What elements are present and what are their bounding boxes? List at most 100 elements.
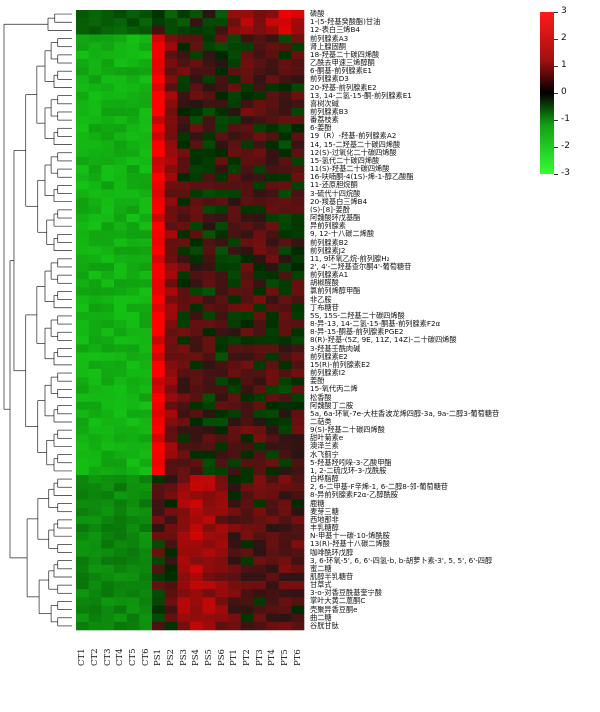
heatmap-cell xyxy=(152,181,165,190)
heatmap-cell xyxy=(76,303,89,313)
heatmap-cell xyxy=(202,189,216,198)
heatmap-cell xyxy=(139,515,153,525)
heatmap-cell xyxy=(291,34,305,43)
heatmap-cell xyxy=(101,311,115,321)
heatmap-cell xyxy=(240,377,254,386)
row-label: 掌叶大黄二蒽酮C xyxy=(310,596,366,606)
heatmap-cell xyxy=(291,311,305,321)
heatmap-cell xyxy=(177,165,191,174)
heatmap-cell xyxy=(202,442,216,451)
heatmap-cell xyxy=(190,42,203,52)
heatmap-cell xyxy=(278,262,292,272)
heatmap-cell xyxy=(291,499,305,508)
heatmap-cell xyxy=(114,26,127,35)
heatmap-cell xyxy=(152,10,165,19)
heatmap-cell xyxy=(190,173,203,182)
heatmap-cell xyxy=(215,107,229,117)
heatmap-cell xyxy=(228,621,241,631)
heatmap-cell xyxy=(139,42,153,52)
heatmap-cell xyxy=(76,344,89,353)
heatmap-cell xyxy=(101,344,115,353)
heatmap-cell xyxy=(240,165,254,174)
heatmap-cell xyxy=(164,189,178,198)
heatmap-cell xyxy=(291,181,305,190)
heatmap-cell xyxy=(114,165,127,174)
row-label: 8-异前列腺素F2α-乙醇酰胺 xyxy=(310,490,398,500)
heatmap-cell xyxy=(253,189,267,198)
heatmap-cell xyxy=(114,564,127,574)
heatmap-cell xyxy=(291,197,305,207)
heatmap-cell xyxy=(164,91,178,101)
heatmap-cell xyxy=(240,328,254,337)
heatmap-cell xyxy=(278,140,292,149)
heatmap-cell xyxy=(240,581,254,590)
heatmap-cell xyxy=(76,507,89,517)
heatmap-cell xyxy=(126,107,140,117)
heatmap-cell xyxy=(101,621,115,631)
heatmap-cell xyxy=(202,197,216,207)
heatmap-cell xyxy=(101,173,115,182)
heatmap-cell xyxy=(126,271,140,280)
heatmap-cell xyxy=(190,589,203,598)
heatmap-cell xyxy=(228,262,241,272)
heatmap-cell xyxy=(139,483,153,492)
heatmap-cell xyxy=(164,499,178,508)
heatmap-cell xyxy=(164,50,178,60)
heatmap-cell xyxy=(228,581,241,590)
heatmap-cell xyxy=(228,58,241,68)
heatmap-cell xyxy=(291,540,305,549)
heatmap-cell xyxy=(278,515,292,525)
heatmap-cell xyxy=(240,434,254,443)
legend-tick-label: -3 xyxy=(561,168,570,178)
row-label: 番荔枝素 xyxy=(310,115,339,125)
heatmap-cell xyxy=(253,295,267,304)
heatmap-cell xyxy=(164,475,178,484)
heatmap-cell xyxy=(88,589,102,598)
heatmap-cell xyxy=(177,10,191,19)
heatmap-cell xyxy=(88,450,102,459)
heatmap-cell xyxy=(164,377,178,386)
heatmap-cell xyxy=(202,540,216,549)
heatmap-cell xyxy=(126,10,140,19)
heatmap-cell xyxy=(76,491,89,500)
heatmap-cell xyxy=(126,434,140,443)
heatmap-cell xyxy=(266,279,279,288)
heatmap-cell xyxy=(139,271,153,280)
heatmap-cell xyxy=(266,58,279,68)
row-label: 9(S)-羟基二十碳四烯酸 xyxy=(310,425,385,435)
heatmap-cell xyxy=(177,532,191,541)
heatmap-cell xyxy=(76,458,89,468)
heatmap-cell xyxy=(228,287,241,296)
heatmap-cell xyxy=(202,91,216,101)
heatmap-cell xyxy=(190,181,203,190)
heatmap-cell xyxy=(164,360,178,370)
heatmap-cell xyxy=(202,458,216,468)
heatmap-cell xyxy=(202,621,216,631)
heatmap-cell xyxy=(215,589,229,598)
heatmap-cell xyxy=(202,156,216,166)
column-label: CT6 xyxy=(140,648,151,666)
heatmap-cell xyxy=(101,589,115,598)
heatmap-cell xyxy=(240,246,254,256)
heatmap-cell xyxy=(101,271,115,280)
heatmap-cell xyxy=(278,50,292,60)
legend-tick-label: 0 xyxy=(561,87,567,97)
heatmap-cell xyxy=(228,540,241,549)
heatmap-cell xyxy=(253,75,267,84)
heatmap-cell xyxy=(76,99,89,109)
heatmap-cell xyxy=(291,344,305,353)
heatmap-cell xyxy=(215,344,229,353)
heatmap-cell xyxy=(240,368,254,378)
legend-tick-mark xyxy=(554,66,558,67)
column-label: CT3 xyxy=(102,648,113,666)
heatmap-cell xyxy=(215,271,229,280)
heatmap-cell xyxy=(139,434,153,443)
heatmap-cell xyxy=(101,238,115,247)
heatmap-cell xyxy=(152,91,165,101)
heatmap-cell xyxy=(291,417,305,427)
heatmap-cell xyxy=(253,458,267,468)
heatmap-cell xyxy=(114,311,127,321)
column-label: PT6 xyxy=(292,649,303,666)
heatmap-cell xyxy=(228,409,241,419)
heatmap-cell xyxy=(114,466,127,476)
